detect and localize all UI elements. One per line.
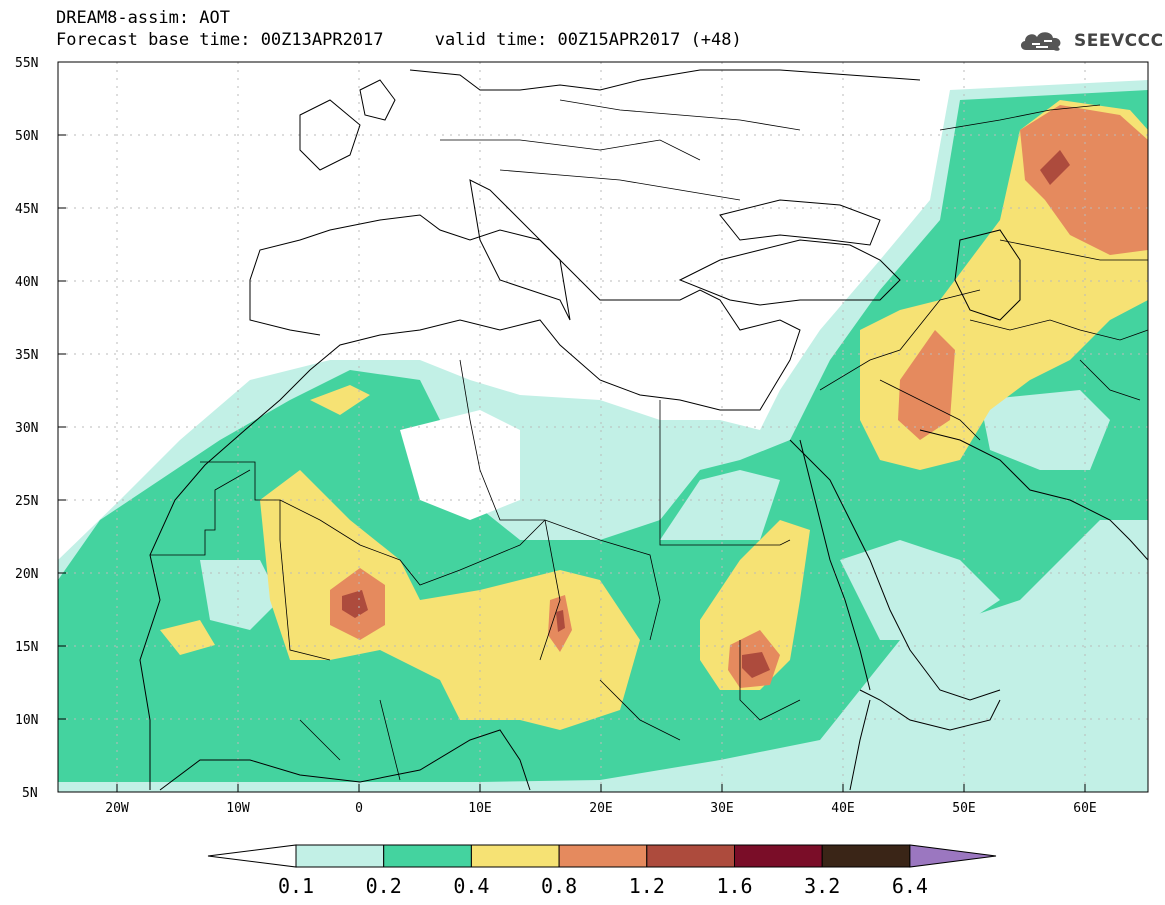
lon-labels: 20W 10W 0 10E 20E 30E 40E 50E 60E (105, 801, 1096, 816)
colorbar-swatch (295, 844, 385, 868)
aot-level-0.4-morocco (310, 385, 370, 415)
lat-label: 55N (15, 56, 38, 71)
lat-label: 40N (15, 275, 38, 290)
lon-label: 30E (710, 801, 733, 816)
lat-label: 15N (15, 640, 38, 655)
colorbar-swatch (383, 844, 472, 868)
lat-labels: 55N 50N 45N 40N 35N 30N 25N 20N 15N 10N … (15, 56, 38, 801)
lon-label: 40E (831, 801, 854, 816)
colorbar-swatch (734, 844, 823, 868)
aot-level-0.8-iraq (898, 330, 955, 440)
lat-label: 10N (15, 713, 38, 728)
aot-level-1.2-chad (556, 610, 565, 632)
forecast-base-label: Forecast base time: 00Z13APR2017 (56, 30, 384, 50)
lat-label: 30N (15, 421, 38, 436)
cloud-icon (1020, 32, 1061, 51)
colorbar-swatch (470, 844, 560, 868)
lon-label: 50E (952, 801, 975, 816)
lon-label: 60E (1073, 801, 1096, 816)
ticks (58, 61, 1086, 793)
colorbar-label: 0.4 (453, 874, 489, 898)
colorbar-under-triangle (207, 844, 297, 868)
lat-label: 20N (15, 567, 38, 582)
aot-level-0.4-west (260, 470, 640, 730)
colorbar-swatch (821, 844, 911, 868)
aot-level-1.2-sudan (742, 652, 770, 678)
borders (150, 99, 1148, 781)
logo-text: SEEVCCC (1074, 31, 1164, 51)
aot-hole-e (200, 560, 280, 630)
colorbar-label: 6.4 (892, 874, 928, 898)
colorbar-swatch (558, 844, 648, 868)
seevccc-logo: SEEVCCC (1018, 28, 1164, 54)
forecast-base-time: Forecast base time: 00Z13APR2017 valid t… (56, 30, 742, 50)
coastlines (139, 69, 1148, 791)
title: DREAM8-assim: AOT (56, 8, 230, 28)
colorbar-over-triangle (909, 844, 997, 868)
colorbar: 0.1 0.2 0.4 0.8 1.2 1.6 3.2 6.4 (207, 844, 997, 898)
aot-level-0.4-senegal (160, 620, 215, 655)
lat-label: 50N (15, 129, 38, 144)
aot-hole-b (660, 470, 780, 540)
aot-field (58, 80, 1148, 792)
lat-label: 5N (22, 786, 38, 801)
aot-hole-c (980, 390, 1110, 470)
lon-label: 20E (589, 801, 612, 816)
aot-level-1.2-kazakh (1040, 150, 1070, 185)
aot-hole-d (840, 540, 1000, 640)
colorbar-swatch (646, 844, 735, 868)
aot-hole-a (400, 410, 520, 520)
colorbar-label: 3.2 (804, 874, 840, 898)
lon-label: 10W (226, 801, 250, 816)
lat-label: 25N (15, 494, 38, 509)
colorbar-label: 0.8 (541, 874, 577, 898)
colorbar-label: 1.2 (629, 874, 665, 898)
lon-label: 20W (105, 801, 129, 816)
lon-label: 0 (355, 801, 363, 816)
grid (58, 62, 1148, 792)
lat-label: 45N (15, 202, 38, 217)
colorbar-label: 0.1 (278, 874, 314, 898)
colorbar-label: 1.6 (716, 874, 752, 898)
valid-time-label: valid time: 00Z15APR2017 (+48) (434, 30, 742, 50)
aot-level-0.8-kazakh (1020, 105, 1148, 255)
lon-label: 10E (468, 801, 491, 816)
aot-level-0.4-sudan (700, 520, 810, 690)
lat-label: 35N (15, 348, 38, 363)
aot-level-1.2-mali (342, 590, 368, 618)
colorbar-label: 0.2 (366, 874, 402, 898)
